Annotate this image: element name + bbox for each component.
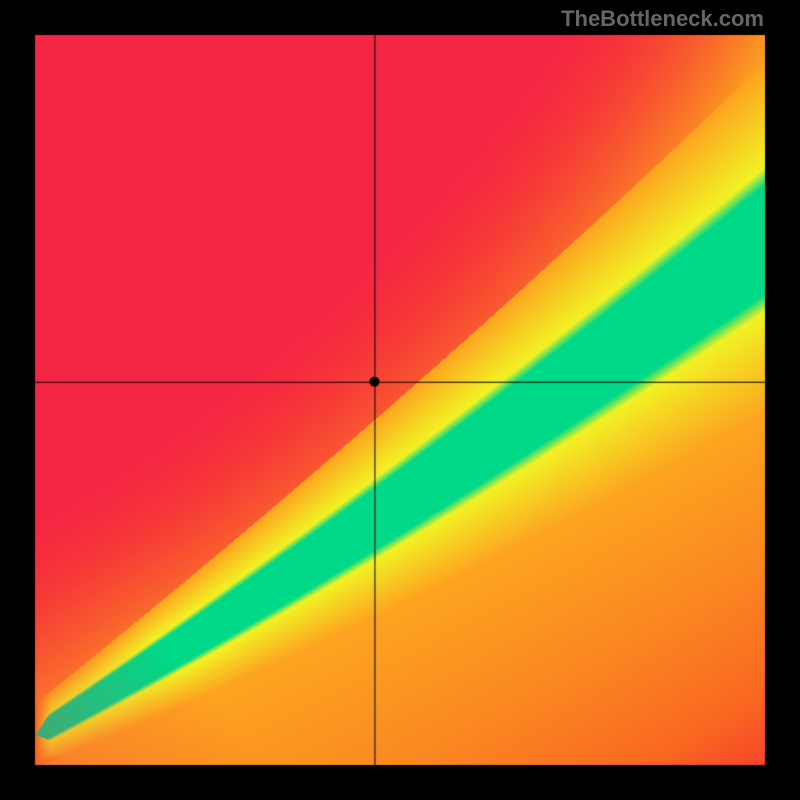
chart-container: TheBottleneck.com (0, 0, 800, 800)
crosshair-overlay (0, 0, 800, 800)
watermark-text: TheBottleneck.com (561, 6, 764, 32)
